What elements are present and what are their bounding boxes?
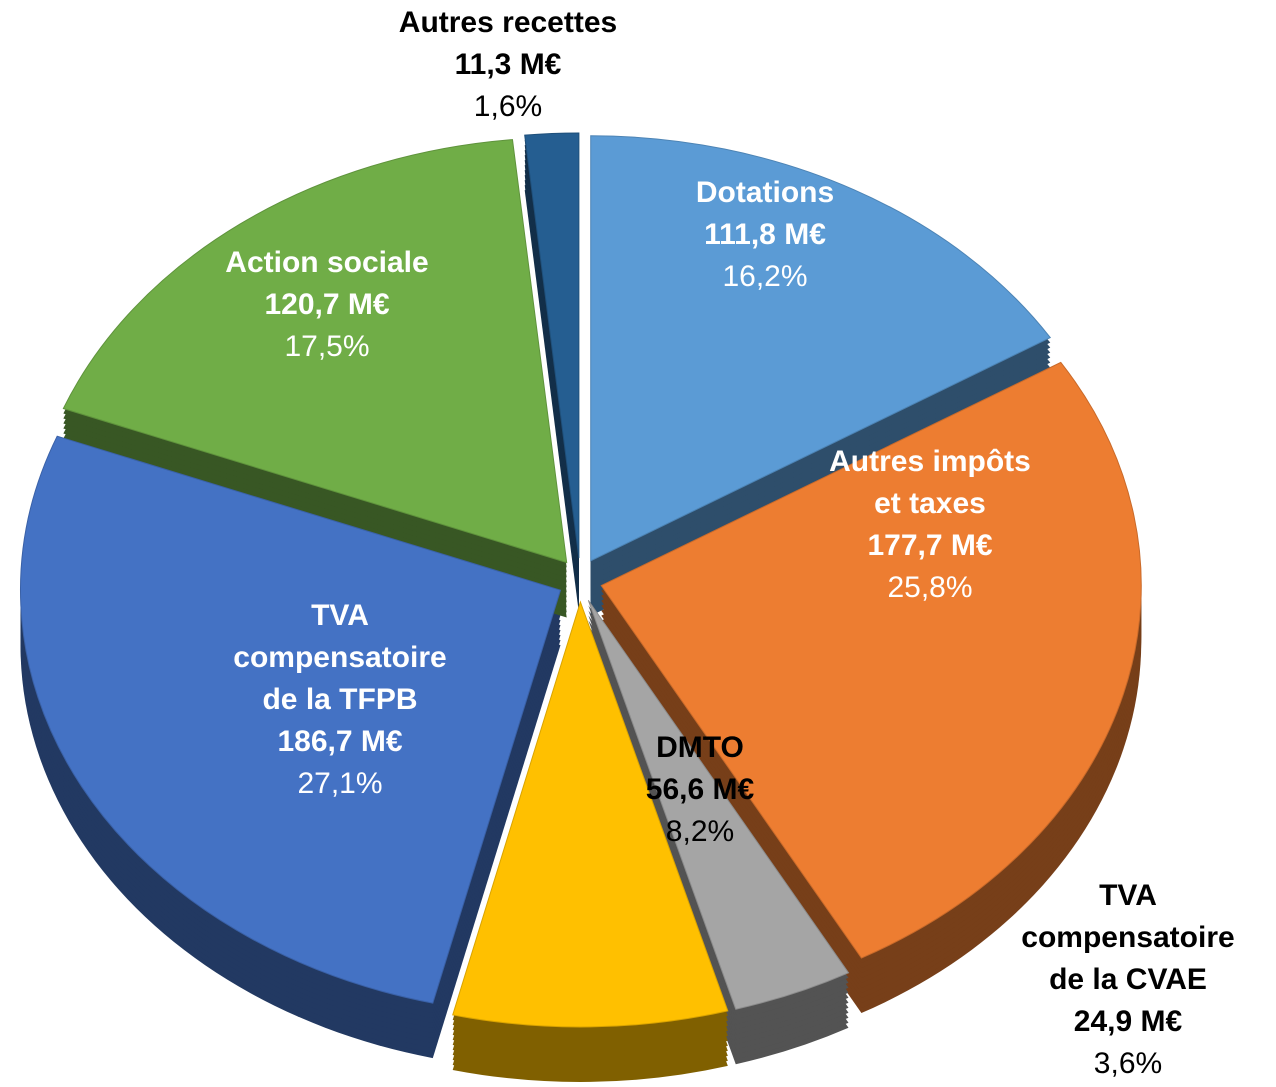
label-name: TVA compensatoire de la CVAE [1021, 879, 1235, 996]
label-percent: 3,6% [1093, 1047, 1163, 1080]
slice-label: Autres impôts et taxes 177,7 M€ 25,8% [818, 441, 1043, 609]
slice-label: Autres recettes 11,3 M€ 1,6% [399, 2, 617, 128]
label-amount: 120,7 M€ [264, 288, 390, 321]
label-name: Action sociale [225, 246, 429, 279]
label-name: Autres recettes [398, 6, 618, 39]
slice-label: TVA compensatoire de la TFPB 186,7 M€ 27,1… [228, 595, 453, 805]
slice [62, 139, 568, 564]
slice [600, 361, 1142, 959]
label-percent: 27,1% [297, 767, 383, 800]
label-percent: 17,5% [284, 330, 370, 363]
label-amount: 24,9 M€ [1073, 1005, 1183, 1038]
label-amount: 111,8 M€ [704, 218, 826, 251]
label-amount: 56,6 M€ [645, 773, 755, 806]
slice-label: Dotations 111,8 M€ 16,2% [696, 172, 834, 298]
label-name: Autres impôts et taxes [829, 445, 1031, 520]
slice [524, 132, 580, 559]
slice [452, 600, 729, 1028]
label-percent: 8,2% [665, 815, 735, 848]
label-name: TVA compensatoire de la TFPB [233, 599, 447, 716]
slice [590, 135, 1052, 562]
label-percent: 16,2% [722, 260, 808, 293]
label-name: Dotations [695, 176, 835, 209]
label-percent: 1,6% [473, 90, 543, 123]
slice-label: Action sociale 120,7 M€ 17,5% [225, 242, 428, 368]
slice-label: TVA compensatoire de la CVAE 24,9 M€ 3,6% [1021, 875, 1234, 1085]
label-amount: 11,3 M€ [454, 48, 562, 81]
slice [587, 600, 850, 1010]
label-name: DMTO [656, 731, 744, 764]
label-amount: 186,7 M€ [277, 725, 403, 758]
label-percent: 25,8% [887, 571, 973, 604]
label-amount: 177,7 M€ [867, 529, 993, 562]
slice-label: DMTO 56,6 M€ 8,2% [646, 727, 754, 853]
slice [20, 435, 562, 1004]
